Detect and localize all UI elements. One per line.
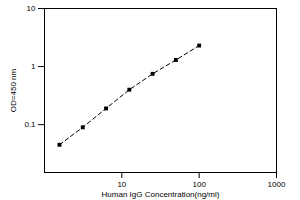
svg-text:1000: 1000 [268, 180, 286, 189]
svg-text:100: 100 [192, 180, 206, 189]
svg-text:10: 10 [117, 180, 126, 189]
svg-text:10: 10 [27, 4, 36, 13]
svg-text:0.1: 0.1 [24, 120, 36, 129]
svg-text:1: 1 [31, 62, 36, 71]
svg-text:Human IgG Concentration(ng/ml): Human IgG Concentration(ng/ml) [102, 190, 220, 199]
svg-text:OD=450 nm: OD=450 nm [9, 68, 18, 112]
